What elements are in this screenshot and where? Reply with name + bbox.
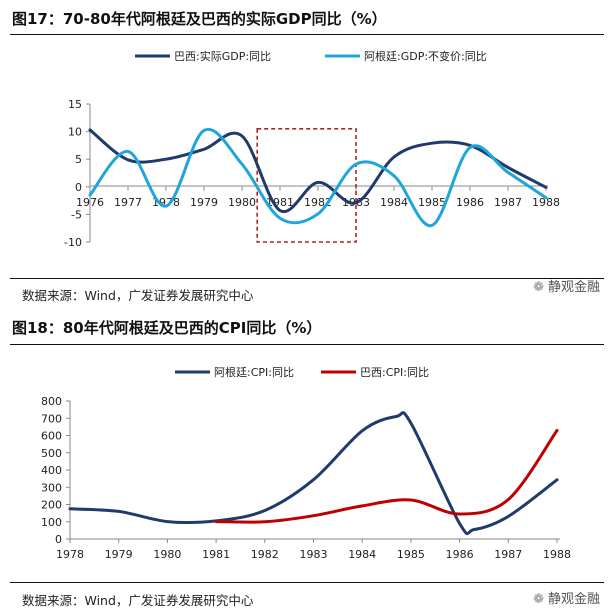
cpi-y-tick-label: 600 xyxy=(41,430,62,443)
gdp-x-tick-label: 1980 xyxy=(228,196,256,209)
cpi-x-tick-label: 1988 xyxy=(543,548,571,561)
gdp-x-tick-label: 1987 xyxy=(494,196,522,209)
cpi-y-tick-label: 300 xyxy=(41,481,62,494)
cpi-line-argentina xyxy=(68,411,559,536)
highlight-box xyxy=(256,128,357,243)
cpi-x-tick-label: 1984 xyxy=(348,548,376,561)
legend-label-brazil-cpi: 巴西:CPI:同比 xyxy=(360,366,429,379)
cpi-y-tick-label: 800 xyxy=(41,395,62,408)
figure1-top-rule xyxy=(10,34,604,35)
gdp-y-tick-label: 0 xyxy=(75,181,82,194)
gdp-chart: 巴西:实际GDP:同比 阿根廷:GDP:不变价:同比 15 10 5 0 -5 -10 1… xyxy=(64,49,560,249)
legend-label-argentina-cpi: 阿根廷:CPI:同比 xyxy=(214,365,294,379)
gdp-y-tick-label: 15 xyxy=(68,98,82,111)
wechat-icon: ❁ xyxy=(533,280,544,295)
cpi-y-tick-label: 200 xyxy=(41,499,62,512)
gdp-x-tick-label: 1979 xyxy=(190,196,218,209)
figure2-top-rule xyxy=(10,344,604,345)
gdp-line-brazil xyxy=(88,128,548,214)
cpi-chart: 阿根廷:CPI:同比 巴西:CPI:同比 800 700 600 500 400 300 2… xyxy=(41,365,571,561)
figure1-watermark: ❁ 静观金融 xyxy=(533,280,600,295)
cpi-x-tick-label: 1980 xyxy=(153,548,181,561)
cpi-x-tick-label: 1979 xyxy=(105,548,133,561)
cpi-line-brazil xyxy=(214,429,559,524)
cpi-x-tick-label: 1987 xyxy=(494,548,522,561)
gdp-line-argentina xyxy=(88,127,548,227)
gdp-x-tick-label: 1988 xyxy=(532,196,560,209)
cpi-y-tick-label: 0 xyxy=(55,533,62,546)
figure1-title: 图17：70-80年代阿根廷及巴西的实际GDP同比（%） xyxy=(12,10,387,28)
cpi-y-tick-label: 400 xyxy=(41,464,62,477)
cpi-x-tick-label: 1985 xyxy=(397,548,425,561)
figure2-watermark: ❁ 静观金融 xyxy=(533,592,600,607)
gdp-y-tick-label: 10 xyxy=(68,126,82,139)
gdp-x-tick-label: 1985 xyxy=(418,196,446,209)
gdp-legend: 巴西:实际GDP:同比 阿根廷:GDP:不变价:同比 xyxy=(135,49,487,63)
gdp-x-tick-label: 1976 xyxy=(76,196,104,209)
gdp-x-tick-label: 1977 xyxy=(114,196,142,209)
gdp-x-tick-label: 1984 xyxy=(380,196,408,209)
gdp-y-tick-label: 5 xyxy=(75,153,82,166)
cpi-x-tick-label: 1981 xyxy=(202,548,230,561)
figure2-title: 图18：80年代阿根廷及巴西的CPI同比（%） xyxy=(12,319,322,337)
cpi-x-tick-label: 1983 xyxy=(300,548,328,561)
gdp-x-tick-label: 1986 xyxy=(456,196,484,209)
legend-label-argentina-gdp: 阿根廷:GDP:不变价:同比 xyxy=(364,49,487,63)
legend-label-brazil-gdp: 巴西:实际GDP:同比 xyxy=(174,49,271,63)
cpi-x-tick-label: 1978 xyxy=(56,548,84,561)
wechat-icon: ❁ xyxy=(533,592,544,607)
gdp-y-tick-label: -5 xyxy=(71,208,82,221)
cpi-y-tick-label: 500 xyxy=(41,447,62,460)
cpi-y-tick-label: 100 xyxy=(41,516,62,529)
gdp-y-tick-label: -10 xyxy=(64,236,82,249)
cpi-x-tick-label: 1986 xyxy=(446,548,474,561)
cpi-y-tick-label: 700 xyxy=(41,412,62,425)
figure1-bottom-rule xyxy=(10,278,604,279)
figure2-bottom-rule xyxy=(10,582,604,583)
figure2-source: 数据来源：Wind，广发证券发展研究中心 xyxy=(22,593,254,608)
figure1-source: 数据来源：Wind，广发证券发展研究中心 xyxy=(22,288,254,303)
cpi-x-tick-label: 1982 xyxy=(251,548,279,561)
cpi-legend: 阿根廷:CPI:同比 巴西:CPI:同比 xyxy=(175,365,429,379)
